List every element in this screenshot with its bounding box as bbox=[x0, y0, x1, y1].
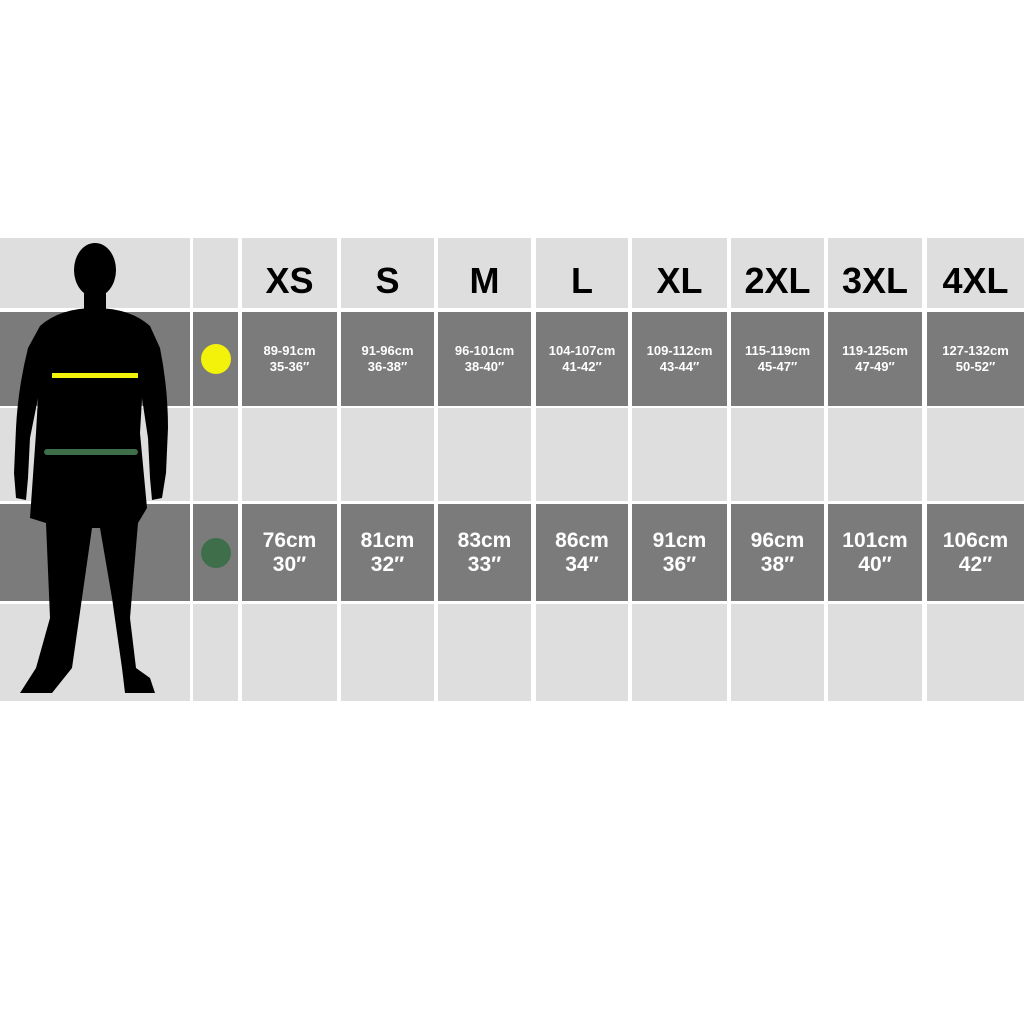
chest-cm: 96-101cm bbox=[454, 343, 515, 358]
table-cell: 101cm 40″ bbox=[828, 504, 922, 601]
table-cell: XL bbox=[632, 238, 727, 308]
table-cell bbox=[731, 604, 824, 701]
table-cell bbox=[632, 604, 727, 701]
table-cell: 83cm 33″ bbox=[438, 504, 531, 601]
table-cell: XS bbox=[242, 238, 337, 308]
chest-cm: 109-112cm bbox=[646, 343, 713, 358]
chest-cm: 127-132cm bbox=[942, 343, 1009, 358]
table-cell: 115-119cm 45-47″ bbox=[731, 312, 824, 406]
chest-inches: 43-44″ bbox=[659, 359, 700, 374]
size-header: L bbox=[571, 260, 593, 301]
size-header: XS bbox=[265, 260, 314, 301]
table-cell bbox=[242, 408, 337, 501]
table-cell: 96-101cm 38-40″ bbox=[438, 312, 531, 406]
chest-cm: 91-96cm bbox=[361, 343, 414, 358]
table-cell: 119-125cm 47-49″ bbox=[828, 312, 922, 406]
size-header: 3XL bbox=[841, 260, 909, 301]
chest-inches: 38-40″ bbox=[464, 359, 505, 374]
table-cell bbox=[731, 408, 824, 501]
body-silhouette-icon bbox=[14, 243, 168, 693]
table-cell bbox=[438, 604, 531, 701]
table-cell: 96cm 38″ bbox=[731, 504, 824, 601]
table-cell: 4XL bbox=[927, 238, 1024, 308]
waist-marker-icon bbox=[201, 538, 231, 568]
table-cell bbox=[341, 408, 434, 501]
table-cell bbox=[927, 604, 1024, 701]
table-cell bbox=[438, 408, 531, 501]
table-cell: 3XL bbox=[828, 238, 922, 308]
table-cell: 104-107cm 41-42″ bbox=[536, 312, 628, 406]
waist-cm: 101cm bbox=[842, 528, 908, 552]
waist-cm: 91cm bbox=[652, 528, 707, 552]
table-cell bbox=[828, 604, 922, 701]
waist-cm: 81cm bbox=[360, 528, 415, 552]
waist-inches: 42″ bbox=[958, 552, 993, 576]
table-cell: S bbox=[341, 238, 434, 308]
chest-inches: 36-38″ bbox=[367, 359, 408, 374]
waist-inches: 30″ bbox=[272, 552, 307, 576]
waist-cm: 106cm bbox=[942, 528, 1009, 552]
size-header: XL bbox=[656, 260, 703, 301]
table-cell bbox=[828, 408, 922, 501]
table-cell bbox=[193, 408, 238, 501]
waist-cm: 76cm bbox=[262, 528, 317, 552]
table-cell: 109-112cm 43-44″ bbox=[632, 312, 727, 406]
table-cell bbox=[193, 604, 238, 701]
table-cell bbox=[536, 408, 628, 501]
chest-inches: 35-36″ bbox=[269, 359, 310, 374]
waist-cm: 86cm bbox=[555, 528, 609, 552]
table-cell: 127-132cm 50-52″ bbox=[927, 312, 1024, 406]
table-cell: 86cm 34″ bbox=[536, 504, 628, 601]
table-cell: 91-96cm 36-38″ bbox=[341, 312, 434, 406]
table-cell bbox=[242, 604, 337, 701]
waist-cm: 96cm bbox=[750, 528, 805, 552]
chest-cm: 115-119cm bbox=[744, 343, 811, 358]
size-header: S bbox=[375, 260, 400, 301]
table-cell: L bbox=[536, 238, 628, 308]
chest-cm: 119-125cm bbox=[842, 343, 908, 358]
chest-cm: 104-107cm bbox=[548, 343, 616, 358]
size-header: 4XL bbox=[942, 260, 1009, 301]
table-cell: 89-91cm 35-36″ bbox=[242, 312, 337, 406]
waist-inches: 32″ bbox=[370, 552, 405, 576]
table-cell bbox=[927, 408, 1024, 501]
table-cell: 106cm 42″ bbox=[927, 504, 1024, 601]
table-cell bbox=[536, 604, 628, 701]
chest-inches: 47-49″ bbox=[855, 359, 895, 374]
table-cell: M bbox=[438, 238, 531, 308]
table-cell bbox=[632, 408, 727, 501]
size-header: 2XL bbox=[744, 260, 811, 301]
chest-cm: 89-91cm bbox=[263, 343, 316, 358]
table-cell: 91cm 36″ bbox=[632, 504, 727, 601]
waist-inches: 36″ bbox=[662, 552, 697, 576]
chest-marker-icon bbox=[201, 344, 231, 374]
waist-inches: 40″ bbox=[858, 552, 892, 576]
size-header: M bbox=[469, 260, 500, 301]
table-cell: 76cm 30″ bbox=[242, 504, 337, 601]
waist-inches: 33″ bbox=[467, 552, 502, 576]
table-cell: 81cm 32″ bbox=[341, 504, 434, 601]
waist-cm: 83cm bbox=[457, 528, 512, 552]
waist-inches: 34″ bbox=[565, 552, 599, 576]
table-cell: 2XL bbox=[731, 238, 824, 308]
chest-inches: 50-52″ bbox=[955, 359, 996, 374]
chest-inches: 41-42″ bbox=[562, 359, 602, 374]
table-cell bbox=[193, 238, 238, 308]
table-cell bbox=[341, 604, 434, 701]
chest-inches: 45-47″ bbox=[757, 359, 798, 374]
waist-inches: 38″ bbox=[760, 552, 795, 576]
